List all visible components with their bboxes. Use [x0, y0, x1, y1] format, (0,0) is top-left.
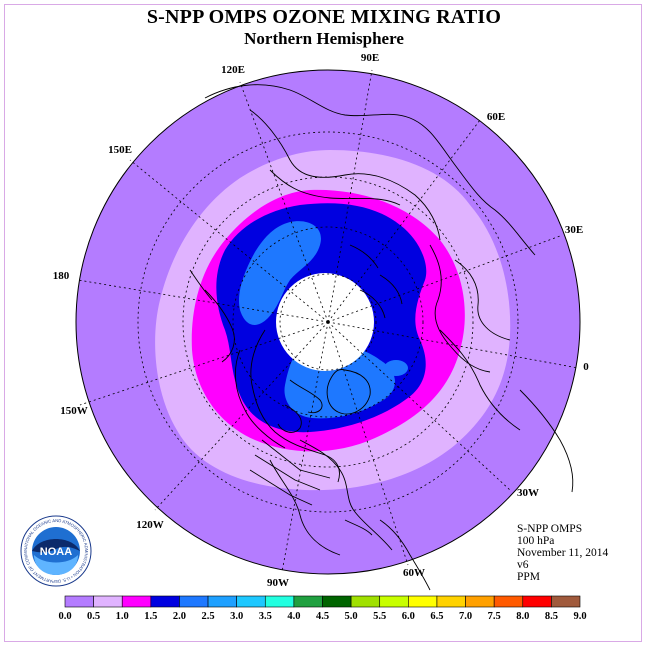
colorbar-tick-label: 0.0	[58, 611, 71, 622]
colorbar-tick-label: 0.5	[87, 611, 100, 622]
colorbar-tick-label: 1.0	[116, 611, 129, 622]
lon-label-90w: 90W	[267, 577, 289, 589]
colorbar-swatch	[436, 595, 466, 608]
longitude-labels: 90E 60E 30E 0 30W 60W 90W 120W 150W 180 …	[53, 52, 590, 589]
lon-label-120e: 120E	[221, 64, 245, 76]
meridians	[77, 69, 579, 573]
latitude-circles	[137, 131, 519, 513]
colorbar-swatch	[293, 595, 323, 608]
colorbar-swatch	[264, 595, 295, 608]
colorbar-tick-label: 1.5	[144, 611, 157, 622]
lon-label-90e: 90E	[361, 52, 379, 64]
colorbar-tick-label: 9.0	[573, 611, 586, 622]
plot-frame	[4, 4, 642, 642]
info-instrument: S-NPP OMPS	[517, 523, 583, 535]
colorbar-swatch	[93, 595, 123, 608]
colorbar-swatch	[150, 595, 180, 608]
colorbar-tick-label: 8.0	[516, 611, 529, 622]
map-subtitle: Northern Hemisphere	[244, 29, 404, 48]
info-level: 100 hPa	[517, 535, 555, 547]
ozone-band-2-0-west	[239, 221, 321, 325]
coastlines	[189, 84, 574, 591]
lon-label-30e: 30E	[565, 224, 583, 236]
map-title: S-NPP OMPS OZONE MIXING RATIO	[146, 6, 502, 28]
colorbar-tick-label: 5.0	[345, 611, 358, 622]
lon-label-0: 0	[583, 361, 589, 373]
lon-label-180: 180	[53, 270, 70, 282]
colorbar-swatch	[64, 595, 94, 608]
info-units: PPM	[517, 571, 541, 583]
colorbar-swatch	[236, 595, 266, 608]
colorbar-swatch	[408, 595, 438, 608]
colorbar-tick-label: 8.5	[545, 611, 558, 622]
colorbar-swatch	[379, 595, 409, 608]
noaa-logo: NOAA NATIONAL OCEANIC AND ATMOSPHERIC AD…	[20, 515, 92, 587]
info-block: S-NPP OMPS 100 hPa November 11, 2014 v6 …	[517, 523, 608, 583]
lon-label-150w: 150W	[60, 405, 88, 417]
colorbar-swatch	[179, 595, 209, 608]
lon-label-150e: 150E	[108, 144, 132, 156]
colorbar-swatch	[465, 595, 495, 608]
colorbar-tick-label: 6.0	[402, 611, 415, 622]
lon-label-30w: 30W	[517, 487, 539, 499]
ozone-band-2-0-east	[384, 360, 408, 376]
noaa-logo-text: NOAA	[40, 546, 72, 558]
colorbar-tick-label: 4.5	[316, 611, 329, 622]
colorbar-tick-label: 3.5	[259, 611, 272, 622]
colorbar-swatch	[350, 595, 381, 608]
lon-label-120w: 120W	[136, 519, 164, 531]
colorbar-swatch	[207, 595, 237, 608]
colorbar-swatch	[551, 595, 581, 608]
info-date: November 11, 2014	[517, 547, 609, 559]
colorbar-tick-label: 6.5	[430, 611, 443, 622]
polar-no-data	[276, 273, 374, 371]
colorbar: 0.0 0.5 1.0 1.5 2.0 2.5 3.0 3.5 4.0 4.5 5.0 5.5 6.0 6…	[58, 595, 587, 622]
lon-label-60w: 60W	[403, 567, 425, 579]
colorbar-swatch	[493, 595, 524, 608]
colorbar-tick-label: 2.5	[201, 611, 214, 622]
info-version: v6	[517, 559, 529, 571]
colorbar-tick-label: 7.5	[488, 611, 501, 622]
colorbar-tick-label: 4.0	[287, 611, 300, 622]
colorbar-tick-label: 2.0	[173, 611, 186, 622]
colorbar-tick-label: 3.0	[230, 611, 243, 622]
colorbar-swatch	[522, 595, 552, 608]
colorbar-swatch	[322, 595, 352, 608]
colorbar-swatch	[121, 595, 152, 608]
lon-label-60e: 60E	[487, 111, 505, 123]
colorbar-tick-label: 5.5	[373, 611, 386, 622]
colorbar-tick-label: 7.0	[459, 611, 472, 622]
